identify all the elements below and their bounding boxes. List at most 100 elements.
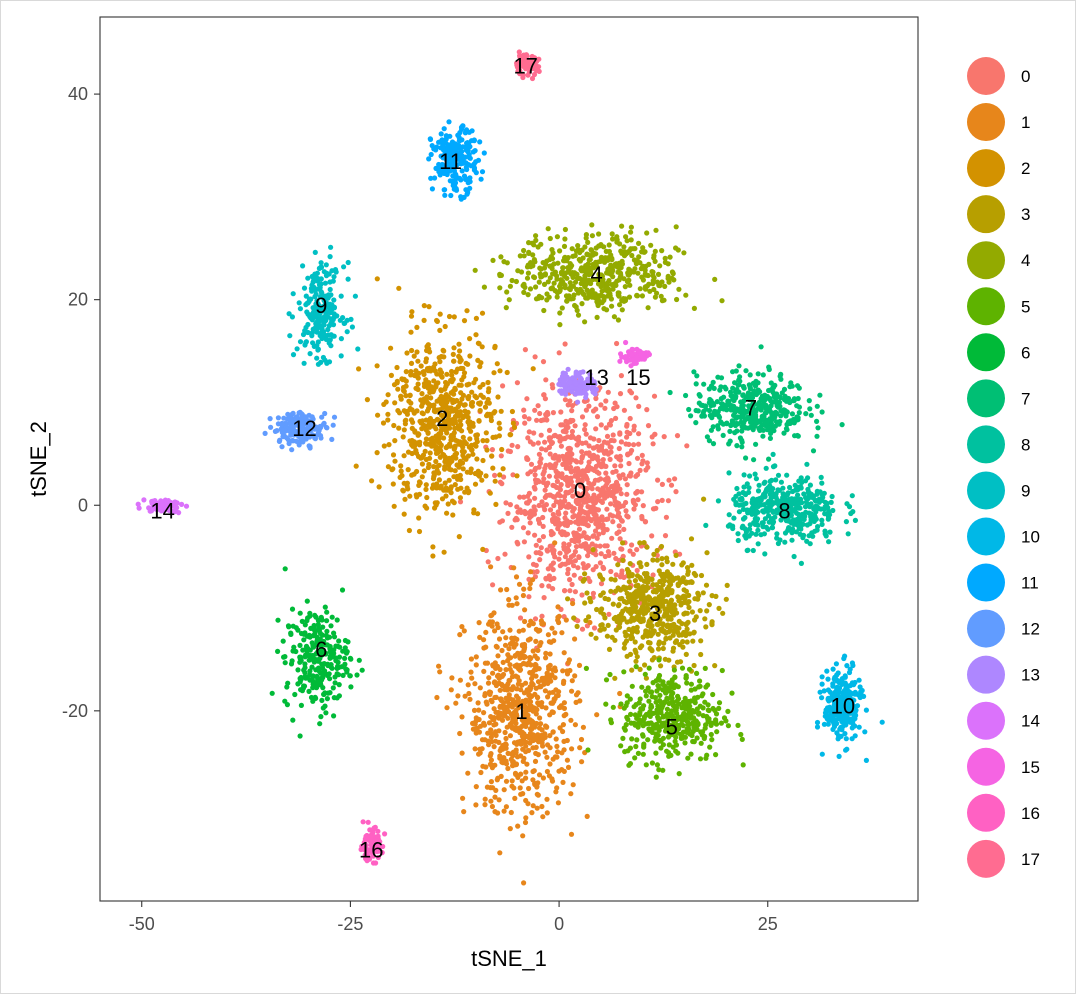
point-cluster-4 [515,268,521,274]
point-cluster-1 [496,797,502,803]
point-cluster-0 [604,527,610,533]
point-cluster-0 [665,498,672,504]
point-cluster-9 [322,357,328,363]
point-cluster-2 [420,411,426,417]
point-cluster-0 [562,458,568,464]
point-cluster-0 [547,437,553,443]
point-cluster-0 [549,516,556,523]
point-cluster-2 [413,373,419,379]
point-cluster-0 [532,477,539,483]
point-cluster-6 [316,668,323,675]
point-cluster-1 [515,705,522,711]
point-cluster-8 [738,502,744,508]
point-cluster-0 [603,398,609,404]
point-cluster-4 [517,253,523,259]
point-cluster-2 [480,457,486,464]
point-cluster-4 [506,297,512,303]
point-cluster-0 [605,549,612,555]
point-cluster-2 [398,396,404,402]
point-cluster-2 [407,405,413,412]
point-cluster-4 [662,259,669,265]
point-cluster-0 [594,535,600,541]
point-cluster-5 [691,719,698,725]
point-cluster-7 [708,403,714,409]
point-cluster-4 [533,284,539,290]
point-cluster-0 [500,383,506,389]
point-cluster-1 [521,718,527,724]
point-cluster-1 [522,618,528,625]
point-cluster-2 [435,417,442,423]
point-cluster-0 [582,426,588,433]
point-cluster-0 [561,541,567,547]
point-cluster-1 [527,581,533,587]
point-cluster-6 [318,714,324,720]
point-cluster-0 [594,414,601,420]
point-cluster-4 [628,224,635,230]
point-cluster-8 [818,474,824,480]
point-cluster-0 [521,414,528,420]
point-cluster-1 [512,699,518,705]
point-cluster-7 [740,383,747,390]
point-cluster-1 [491,722,497,728]
point-cluster-5 [725,723,732,729]
point-cluster-0 [581,485,587,491]
point-cluster-2 [450,388,456,394]
point-cluster-1 [549,709,555,715]
point-cluster-5 [697,703,703,709]
point-cluster-4 [538,266,544,272]
point-cluster-1 [570,600,576,607]
point-cluster-2 [452,452,459,458]
point-cluster-5 [645,685,651,691]
point-cluster-1 [561,768,567,775]
point-cluster-2 [374,363,380,369]
point-cluster-3 [656,568,662,574]
point-cluster-5 [623,722,629,728]
point-cluster-1 [572,636,578,642]
point-cluster-9 [317,324,323,330]
point-cluster-2 [444,394,450,400]
point-cluster-2 [426,461,432,467]
point-cluster-2 [464,485,470,491]
point-cluster-2 [462,408,468,414]
point-cluster-4 [615,292,621,298]
point-cluster-3 [655,646,662,652]
point-cluster-0 [544,547,550,553]
point-cluster-2 [452,425,458,431]
point-cluster-2 [446,313,453,320]
point-cluster-2 [417,480,423,486]
point-cluster-8 [849,493,855,499]
point-cluster-8 [770,464,777,470]
point-cluster-0 [633,473,639,479]
point-cluster-3 [683,588,690,595]
point-cluster-9 [316,265,322,271]
point-cluster-2 [441,487,447,493]
point-cluster-8 [791,553,797,560]
point-cluster-4 [653,227,659,233]
point-cluster-9 [345,259,351,266]
point-cluster-0 [581,530,587,536]
point-cluster-4 [652,258,658,264]
point-cluster-8 [726,512,732,518]
point-cluster-1 [533,750,539,757]
point-cluster-6 [295,667,301,673]
point-cluster-4 [610,286,616,292]
point-cluster-7 [686,406,692,413]
point-cluster-0 [537,460,544,466]
point-cluster-2 [490,465,496,471]
point-cluster-1 [499,647,505,654]
point-cluster-2 [416,515,422,521]
point-cluster-5 [740,762,746,768]
point-cluster-2 [445,416,451,422]
point-cluster-0 [579,592,585,598]
point-cluster-3 [584,590,590,596]
point-cluster-0 [635,497,641,503]
point-cluster-1 [515,823,521,829]
point-cluster-2 [419,474,425,480]
point-cluster-0 [550,494,556,500]
point-cluster-3 [588,599,594,605]
point-cluster-0 [536,451,543,457]
point-cluster-4 [551,261,557,267]
point-cluster-3 [676,632,682,638]
point-cluster-1 [561,650,567,656]
point-cluster-1 [509,669,515,676]
